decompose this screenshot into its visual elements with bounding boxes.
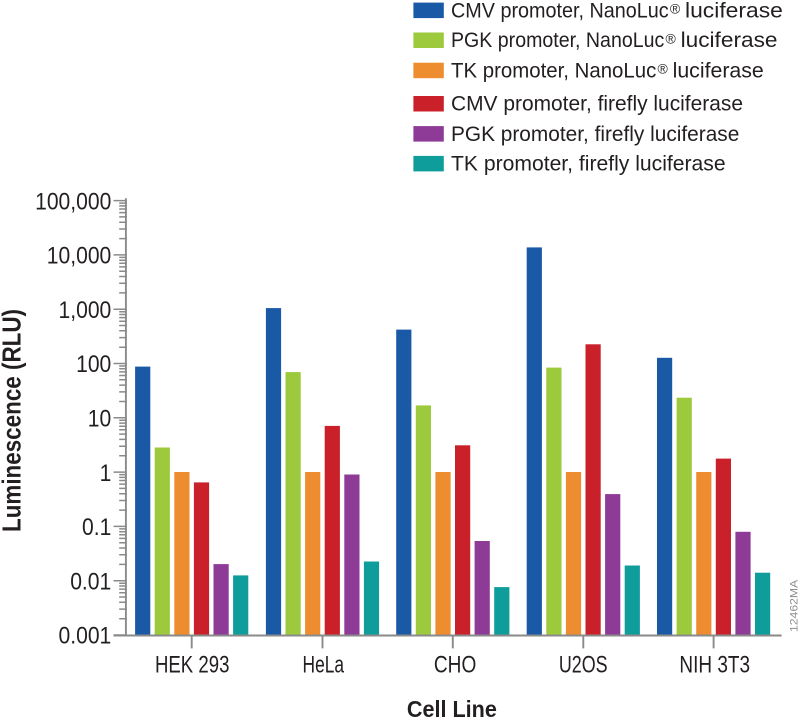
- svg-text:12462MA: 12462MA: [788, 579, 800, 632]
- svg-text:TK promoter, NanoLuc: TK promoter, NanoLuc: [451, 59, 656, 82]
- svg-text:0.001: 0.001: [59, 623, 112, 650]
- svg-text:100,000: 100,000: [35, 188, 111, 215]
- svg-text:luciferase: luciferase: [673, 59, 764, 82]
- svg-text:PGK promoter, NanoLuc: PGK promoter, NanoLuc: [451, 29, 664, 52]
- svg-text:CMV promoter, firefly lucifera: CMV promoter, firefly luciferase: [451, 93, 743, 116]
- svg-text:Luminescence (RLU): Luminescence (RLU): [0, 309, 26, 532]
- svg-text:Cell Line: Cell Line: [407, 696, 497, 722]
- svg-text:®: ®: [658, 61, 669, 77]
- svg-text:PGK promoter, firefly lucifera: PGK promoter, firefly luciferase: [451, 123, 739, 146]
- svg-text:HEK 293: HEK 293: [155, 651, 230, 678]
- svg-text:NIH 3T3: NIH 3T3: [679, 651, 750, 678]
- svg-text:luciferase: luciferase: [681, 29, 778, 52]
- svg-text:10,000: 10,000: [47, 243, 112, 270]
- svg-text:1,000: 1,000: [59, 297, 112, 324]
- svg-text:0.01: 0.01: [70, 568, 111, 595]
- svg-text:CMV promoter, NanoLuc: CMV promoter, NanoLuc: [451, 0, 669, 22]
- svg-text:1: 1: [100, 460, 112, 487]
- svg-text:CHO: CHO: [434, 651, 476, 678]
- svg-text:0.1: 0.1: [82, 514, 111, 541]
- svg-text:HeLa: HeLa: [303, 651, 345, 678]
- svg-text:100: 100: [76, 351, 111, 378]
- svg-text:10: 10: [88, 406, 112, 433]
- svg-text:®: ®: [670, 1, 681, 17]
- svg-text:TK promoter, firefly luciferas: TK promoter, firefly luciferase: [451, 153, 726, 176]
- svg-text:U2OS: U2OS: [559, 651, 608, 678]
- svg-text:®: ®: [666, 31, 677, 47]
- svg-text:luciferase: luciferase: [685, 0, 783, 22]
